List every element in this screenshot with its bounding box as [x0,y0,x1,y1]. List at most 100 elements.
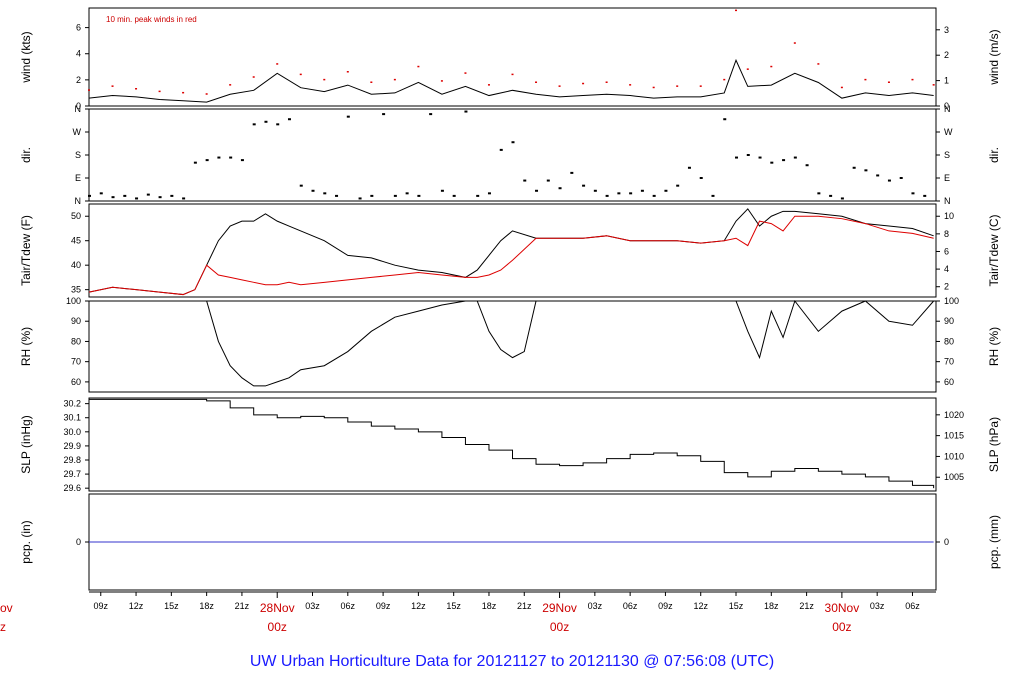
dir-point [711,194,715,197]
wind-peak-point [135,88,138,90]
x-tick-label: 12z [411,601,426,611]
dir-point [570,171,574,174]
temp-line-main [88,208,934,296]
dir-ytick-label: S [75,150,81,160]
dir-point [346,115,350,118]
wind-ytick-right-label: 1 [944,76,949,86]
rh-line-main [89,299,935,387]
wind-panel-frame [88,7,937,107]
x-day-label: 30Nov [825,601,860,615]
dir-point [405,192,409,195]
temp-ytick-label: 40 [71,260,81,270]
dir-ytick-right-label: E [944,173,950,183]
dir-ytick-label: E [75,173,81,183]
dir-point [770,161,774,164]
wind-peak-point [605,81,608,83]
dir-point [429,113,433,116]
temp-ytick-label: 45 [71,236,81,246]
wind-peak-point [840,86,843,89]
dir-point [229,156,233,159]
x-day-hour-label: 00z [550,620,569,634]
dir-point [499,148,503,151]
wind-peak-point [464,72,467,74]
dir-point [170,194,174,197]
wind-peak-point [864,78,867,81]
x-edge-label: z [0,620,6,634]
dir-point [664,189,668,192]
wind-peak-point [887,81,890,83]
wind-peak-point [205,93,208,95]
temp-ytick-right-label: 6 [944,246,949,256]
x-day-label: 29Nov [542,601,577,615]
dir-point [687,166,691,169]
slp-ytick-right-label: 1015 [944,431,964,441]
dir-point [99,192,103,195]
dir-ytick-label: N [75,196,82,206]
wind-annotation: 10 min. peak winds in red [106,15,197,24]
dir-ytick-right-label: N [944,104,951,114]
wind-peak-point [652,86,655,89]
dir-point [382,113,386,116]
wind-peak-point [699,85,702,87]
x-tick-label: 12z [693,601,708,611]
dir-point [864,169,868,172]
wind-peak-point [511,73,514,76]
dir-point [287,118,291,121]
dir-point [311,189,315,192]
temp-ytick-right-label: 8 [944,229,949,239]
wind-ylabel-right: wind (m/s) [987,29,1001,85]
rh-ylabel-right: RH (%) [987,327,1001,366]
wind-peak-point [723,78,726,81]
x-tick-label: 18z [199,601,214,611]
temp-ytick-label: 50 [71,211,81,221]
dir-point [393,194,397,197]
rh-ytick-label: 60 [71,377,81,387]
wind-peak-point [558,85,561,87]
dir-point [840,197,844,200]
wind-ytick-label: 0 [76,101,81,111]
rh-panel-frame [88,300,937,393]
slp-ytick-label: 29.6 [63,483,81,493]
x-tick-label: 21z [799,601,814,611]
x-tick-label: 18z [764,601,779,611]
wind-ytick-label: 4 [76,49,81,59]
wind-peak-point [582,82,585,85]
wind-peak-point [111,85,114,87]
slp-ytick-right-label: 1005 [944,472,964,482]
dir-point [111,196,115,199]
dir-point [182,197,186,200]
slp-line-main [89,398,935,489]
slp-ytick-label: 29.8 [63,455,81,465]
wind-peak-point [158,90,161,93]
wind-peak-point [440,80,443,82]
dir-point [652,194,656,197]
dir-point [123,194,127,197]
wind-ytick-label: 6 [76,23,81,33]
x-tick-label: 09z [94,601,109,611]
chart-title: UW Urban Horticulture Data for 20121127 … [250,653,774,670]
x-tick-label: 15z [164,601,179,611]
dir-point [593,189,597,192]
dir-point [758,156,762,159]
wind-peak-point [88,89,90,91]
wind-peak-point [817,63,820,65]
dir-point [135,197,139,200]
dir-point [876,174,880,177]
dir-point [605,194,609,197]
dir-point [899,177,903,179]
dir-point [487,192,491,195]
pcp-ytick-label: 0 [76,537,81,547]
dir-point [252,123,256,126]
dir-point [923,194,927,197]
x-tick-label: 03z [588,601,603,611]
x-tick-label: 21z [235,601,250,611]
dir-point [546,179,550,182]
dir-point [640,189,644,192]
temp-ylabel-right: Tair/Tdew (C) [987,214,1001,286]
x-edge-label: ov [0,601,13,615]
dir-point [582,184,586,187]
wind-peak-point [746,68,749,70]
rh-ytick-right-label: 100 [944,296,959,306]
pcp-ytick-right-label: 0 [944,537,949,547]
x-tick-label: 06z [905,601,920,611]
